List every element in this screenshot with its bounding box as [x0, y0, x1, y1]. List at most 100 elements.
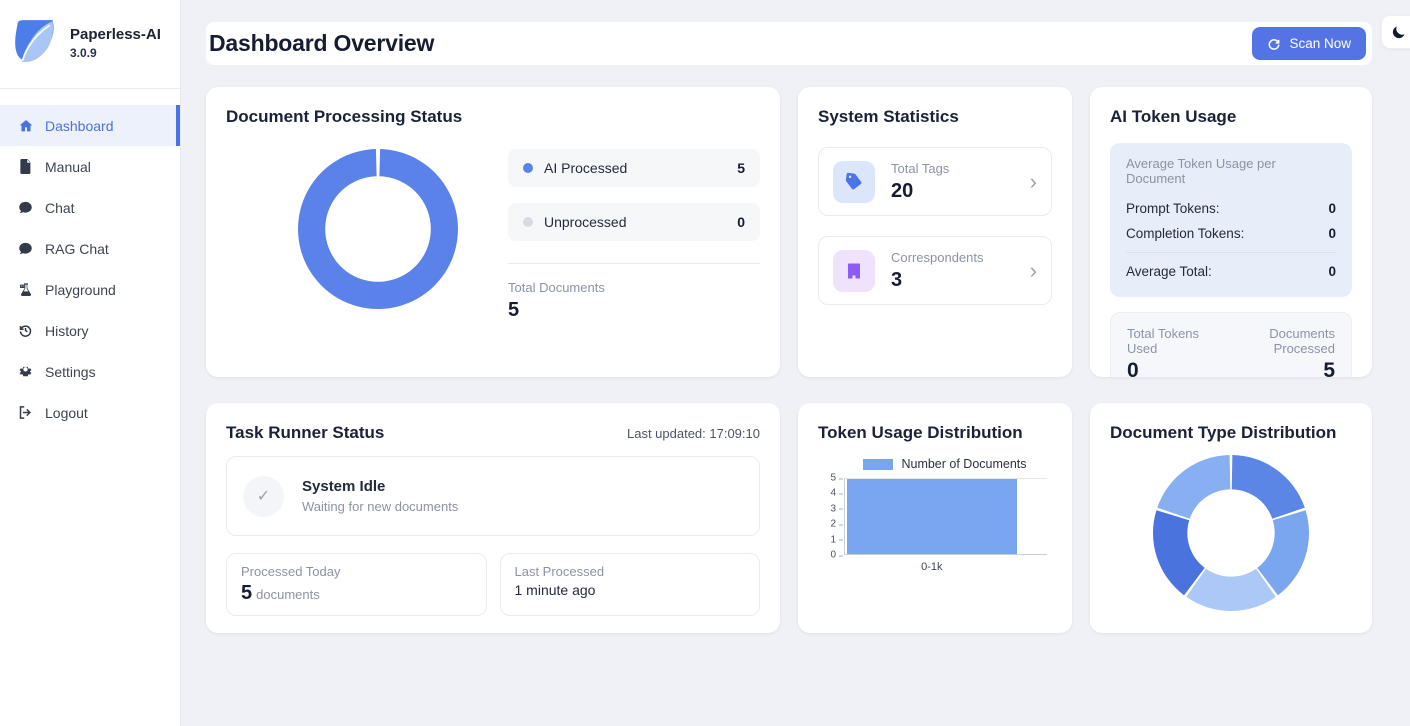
sidebar-item-manual[interactable]: Manual — [0, 146, 180, 187]
total-tokens-used-label: Total Tokens Used — [1127, 326, 1200, 356]
system-status-box: ✓ System Idle Waiting for new documents — [226, 456, 760, 536]
y-axis-tick-label: 4 — [830, 487, 843, 499]
completion-tokens-row: Completion Tokens: 0 — [1126, 221, 1336, 246]
stat-item-correspondents[interactable]: Correspondents 3 › — [818, 236, 1052, 305]
logout-icon — [17, 404, 34, 421]
y-axis-tick-label: 2 — [830, 518, 843, 530]
page-header: Dashboard Overview Scan Now — [206, 22, 1372, 65]
legend-value: 0 — [737, 214, 745, 230]
y-axis-tick-label: 5 — [830, 472, 843, 484]
gear-icon — [17, 363, 34, 380]
card-task-runner-status: Task Runner Status Last updated: 17:09:1… — [206, 403, 780, 633]
legend-dot — [523, 163, 533, 173]
processed-today-unit: documents — [256, 587, 320, 602]
total-documents-label: Total Documents — [508, 280, 605, 295]
legend-label: AI Processed — [544, 160, 628, 176]
legend-item-unprocessed: Unprocessed 0 — [508, 203, 760, 241]
bar-chart: Number of Documents 5 4 3 2 1 0 0-1k — [818, 457, 1052, 573]
dashboard-grid: Document Processing Status AI Processed … — [206, 87, 1372, 633]
sidebar-item-settings[interactable]: Settings — [0, 351, 180, 392]
app-name: Paperless-AI — [70, 25, 161, 43]
dark-mode-toggle[interactable] — [1381, 15, 1410, 49]
main-content: Dashboard Overview Scan Now Document Pro… — [181, 0, 1410, 633]
sidebar: Paperless-AI 3.0.9 Dashboard Manual Chat — [0, 0, 181, 726]
sidebar-item-rag-chat[interactable]: RAG Chat — [0, 228, 180, 269]
app-logo-leaf-icon — [15, 20, 54, 63]
documents-processed-label: Documents Processed — [1269, 326, 1335, 356]
total-documents-value: 5 — [508, 299, 520, 321]
x-axis-category-label: 0-1k — [921, 561, 943, 573]
sidebar-nav: Dashboard Manual Chat RAG Chat Playgroun… — [0, 105, 180, 433]
refresh-icon — [1267, 37, 1281, 51]
card-title: System Statistics — [818, 107, 959, 126]
sidebar-item-label: Dashboard — [45, 117, 114, 134]
building-icon — [833, 249, 875, 292]
average-total-row: Average Total: 0 — [1126, 252, 1336, 284]
row-value: 0 — [1328, 226, 1336, 241]
sidebar-item-label: History — [45, 322, 89, 339]
last-processed-box: Last Processed 1 minute ago — [499, 553, 760, 616]
status-subtitle: Waiting for new documents — [302, 499, 459, 514]
legend-value: 5 — [737, 160, 745, 176]
stat-value: 20 — [891, 180, 914, 202]
card-ai-token-usage: AI Token Usage Average Token Usage per D… — [1090, 87, 1372, 377]
flask-icon — [17, 281, 34, 298]
last-processed-value: 1 minute ago — [514, 582, 596, 598]
row-value: 0 — [1328, 264, 1336, 279]
legend-dot — [523, 217, 533, 227]
sidebar-item-label: Playground — [45, 281, 116, 298]
card-title: AI Token Usage — [1110, 107, 1237, 126]
document-type-donut-chart — [1153, 455, 1309, 611]
stat-label: Correspondents — [891, 250, 984, 265]
row-label: Prompt Tokens: — [1126, 201, 1220, 216]
card-title: Task Runner Status — [226, 423, 385, 442]
processing-donut-chart — [298, 149, 458, 309]
sidebar-item-chat[interactable]: Chat — [0, 187, 180, 228]
document-icon — [17, 158, 34, 175]
tag-icon — [833, 160, 875, 203]
average-token-usage-box: Average Token Usage per Document Prompt … — [1110, 143, 1352, 297]
sidebar-item-playground[interactable]: Playground — [0, 269, 180, 310]
legend-swatch — [863, 458, 894, 470]
chart-legend: Number of Documents — [838, 457, 1052, 471]
card-document-processing-status: Document Processing Status AI Processed … — [206, 87, 780, 377]
sidebar-item-label: Manual — [45, 158, 91, 175]
page-title: Dashboard Overview — [209, 30, 435, 56]
processed-today-value: 5 — [241, 582, 253, 604]
chat-bubble-icon — [17, 199, 34, 216]
app-logo-block: Paperless-AI 3.0.9 — [0, 0, 180, 89]
chevron-right-icon: › — [1029, 257, 1037, 283]
last-updated-timestamp: Last updated: 17:09:10 — [626, 426, 760, 441]
bar-0-1k — [847, 479, 1017, 554]
sidebar-item-history[interactable]: History — [0, 310, 180, 351]
card-title: Token Usage Distribution — [818, 423, 1023, 442]
check-circle-icon: ✓ — [243, 475, 284, 517]
sidebar-item-label: Logout — [45, 404, 88, 421]
card-title: Document Type Distribution — [1110, 423, 1337, 442]
row-value: 0 — [1328, 201, 1336, 216]
row-label: Average Total: — [1126, 264, 1212, 279]
token-totals-box: Total Tokens Used 0 Documents Processed … — [1110, 312, 1352, 377]
prompt-tokens-row: Prompt Tokens: 0 — [1126, 196, 1336, 221]
documents-processed-value: 5 — [1323, 359, 1335, 377]
last-processed-label: Last Processed — [514, 564, 605, 579]
home-icon — [17, 117, 34, 134]
plot-area: 0-1k — [844, 478, 1047, 573]
card-token-usage-distribution: Token Usage Distribution Number of Docum… — [798, 403, 1072, 633]
row-label: Completion Tokens: — [1126, 226, 1245, 241]
status-title: System Idle — [302, 478, 386, 495]
sidebar-item-dashboard[interactable]: Dashboard — [0, 105, 180, 146]
scan-now-button[interactable]: Scan Now — [1252, 27, 1366, 60]
card-document-type-distribution: Document Type Distribution — [1090, 403, 1372, 633]
legend-item-ai-processed: AI Processed 5 — [508, 149, 760, 187]
y-axis: 5 4 3 2 1 0 — [818, 473, 844, 561]
y-axis-tick-label: 0 — [830, 549, 843, 561]
processed-today-label: Processed Today — [241, 564, 341, 579]
sidebar-item-logout[interactable]: Logout — [0, 392, 180, 433]
card-title: Document Processing Status — [226, 107, 463, 126]
total-tokens-used-value: 0 — [1127, 359, 1139, 377]
stat-item-total-tags[interactable]: Total Tags 20 › — [818, 147, 1052, 216]
sidebar-item-label: Settings — [45, 363, 96, 380]
history-icon — [17, 322, 34, 339]
divider — [508, 263, 760, 264]
